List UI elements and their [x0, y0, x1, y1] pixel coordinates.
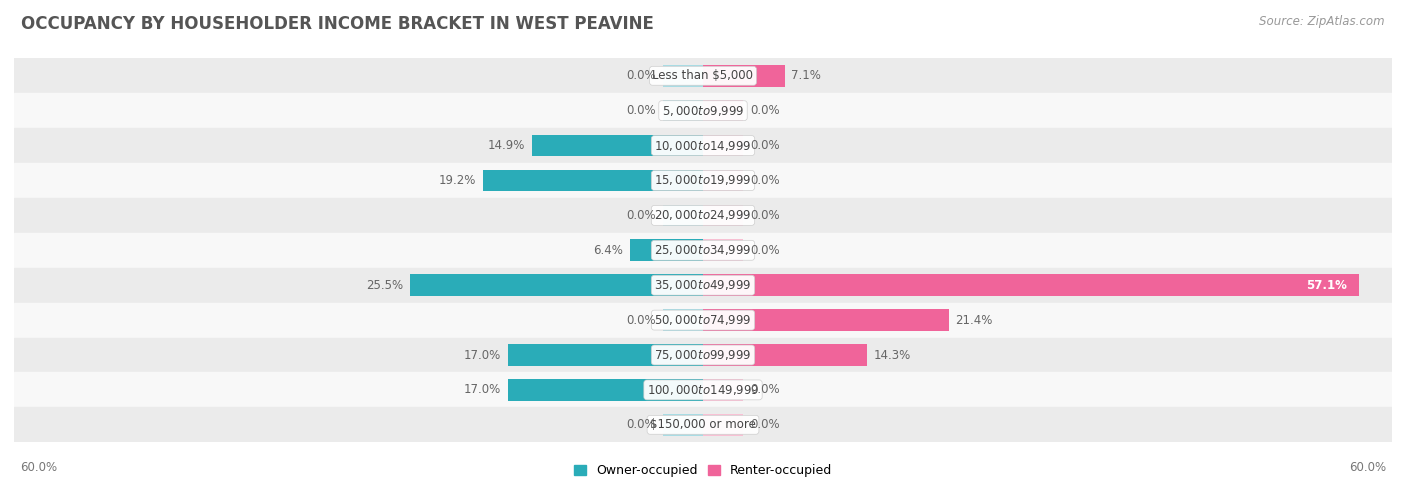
Bar [662, 100, 703, 122]
Text: Source: ZipAtlas.com: Source: ZipAtlas.com [1260, 15, 1385, 28]
Text: $25,000 to $34,999: $25,000 to $34,999 [654, 243, 752, 257]
Bar [14, 268, 1392, 303]
Bar [14, 163, 1392, 198]
Bar [703, 205, 744, 226]
Text: $150,000 or more: $150,000 or more [650, 418, 756, 431]
Text: $75,000 to $99,999: $75,000 to $99,999 [654, 348, 752, 362]
Bar [14, 338, 1392, 372]
Bar [14, 93, 1392, 128]
Bar [14, 303, 1392, 338]
Bar [14, 128, 1392, 163]
Text: 7.1%: 7.1% [792, 69, 821, 82]
Text: 19.2%: 19.2% [439, 174, 475, 187]
Text: 0.0%: 0.0% [626, 104, 657, 117]
Text: $100,000 to $149,999: $100,000 to $149,999 [647, 383, 759, 397]
Text: 0.0%: 0.0% [749, 209, 780, 222]
Text: 0.0%: 0.0% [626, 313, 657, 327]
Legend: Owner-occupied, Renter-occupied: Owner-occupied, Renter-occupied [568, 459, 838, 482]
Text: 0.0%: 0.0% [626, 418, 657, 431]
Bar [630, 240, 703, 261]
Text: Less than $5,000: Less than $5,000 [652, 69, 754, 82]
Text: 6.4%: 6.4% [593, 244, 623, 257]
Text: 57.1%: 57.1% [1306, 278, 1347, 292]
Bar [662, 414, 703, 435]
Bar [482, 170, 703, 191]
Bar [14, 407, 1392, 442]
Text: 14.3%: 14.3% [875, 348, 911, 362]
Text: 0.0%: 0.0% [749, 139, 780, 152]
Text: $15,000 to $19,999: $15,000 to $19,999 [654, 174, 752, 188]
Bar [703, 414, 744, 435]
Text: 0.0%: 0.0% [749, 174, 780, 187]
Bar [531, 135, 703, 156]
Bar [703, 344, 868, 366]
Bar [703, 275, 1358, 296]
Text: $10,000 to $14,999: $10,000 to $14,999 [654, 139, 752, 153]
Bar [662, 205, 703, 226]
Bar [14, 198, 1392, 233]
Bar [703, 100, 744, 122]
Text: 0.0%: 0.0% [626, 69, 657, 82]
Text: 0.0%: 0.0% [626, 209, 657, 222]
Text: 0.0%: 0.0% [749, 383, 780, 397]
Text: 17.0%: 17.0% [464, 348, 501, 362]
Bar [703, 240, 744, 261]
Bar [703, 65, 785, 87]
Text: $5,000 to $9,999: $5,000 to $9,999 [662, 104, 744, 118]
Text: 14.9%: 14.9% [488, 139, 524, 152]
Text: $20,000 to $24,999: $20,000 to $24,999 [654, 208, 752, 223]
Bar [14, 233, 1392, 268]
Text: 60.0%: 60.0% [20, 462, 56, 474]
Bar [662, 65, 703, 87]
Bar [703, 379, 744, 401]
Bar [703, 309, 949, 331]
Bar [703, 170, 744, 191]
Bar [703, 135, 744, 156]
Text: $35,000 to $49,999: $35,000 to $49,999 [654, 278, 752, 292]
Text: 0.0%: 0.0% [749, 244, 780, 257]
Text: 21.4%: 21.4% [956, 313, 993, 327]
Bar [14, 58, 1392, 93]
Text: 17.0%: 17.0% [464, 383, 501, 397]
Bar [411, 275, 703, 296]
Bar [508, 344, 703, 366]
Text: 25.5%: 25.5% [366, 278, 404, 292]
Bar [508, 379, 703, 401]
Text: OCCUPANCY BY HOUSEHOLDER INCOME BRACKET IN WEST PEAVINE: OCCUPANCY BY HOUSEHOLDER INCOME BRACKET … [21, 15, 654, 33]
Text: $50,000 to $74,999: $50,000 to $74,999 [654, 313, 752, 327]
Bar [14, 372, 1392, 407]
Text: 0.0%: 0.0% [749, 418, 780, 431]
Text: 60.0%: 60.0% [1350, 462, 1386, 474]
Text: 0.0%: 0.0% [749, 104, 780, 117]
Bar [662, 309, 703, 331]
